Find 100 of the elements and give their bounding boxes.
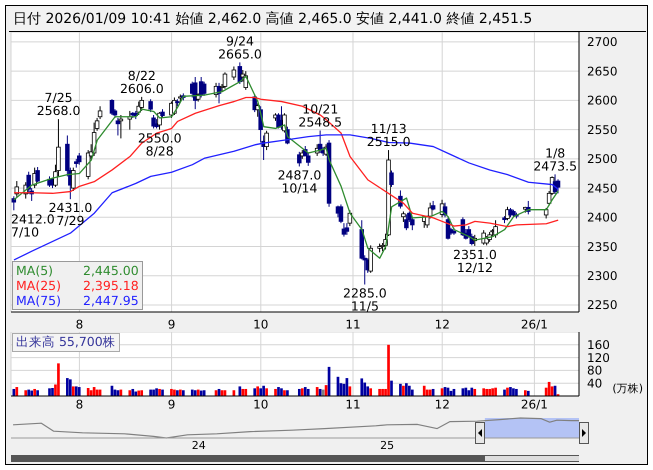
x-tick-label: 9 [168, 318, 176, 332]
bar [363, 382, 366, 396]
x-tick-label: 11 [345, 318, 361, 332]
candlestick [556, 178, 560, 194]
bar [405, 383, 408, 396]
annotation: 1/8 2473.5 [533, 145, 578, 174]
bar [440, 388, 444, 396]
candlestick [306, 152, 310, 166]
candlestick [348, 210, 352, 227]
annotation: 2,395.18 [83, 278, 139, 293]
annotation: 2285.0 11/5 [343, 286, 387, 314]
bar [346, 378, 348, 396]
candlestick [544, 207, 548, 219]
annotation: 2412.0 7/10 [11, 211, 55, 240]
candlestick [148, 98, 153, 113]
bar [506, 388, 509, 396]
y-tick-label: 160 [587, 338, 610, 352]
annotation: 2351.0 12/12 [453, 246, 497, 275]
bar [277, 387, 280, 396]
candlestick [35, 166, 40, 183]
bar [360, 378, 364, 396]
bar [214, 390, 218, 396]
bar [512, 388, 515, 396]
candlestick [71, 167, 76, 192]
text: MA(25) [16, 278, 61, 293]
candlestick [232, 66, 236, 80]
y-tick-label: 40 [587, 376, 602, 390]
candlestick [401, 210, 406, 222]
x-tick-label: 12 [434, 398, 450, 412]
x-tick-label: 25 [380, 438, 394, 452]
x-tick-label: 8 [76, 398, 84, 412]
x-tick-label: 26/1 [520, 318, 548, 332]
bar [494, 388, 497, 396]
bar [387, 344, 390, 396]
candlestick [430, 200, 436, 211]
x-tick-label: 8 [76, 318, 84, 332]
text: MA(75) [16, 293, 61, 308]
bar [158, 388, 161, 396]
bar [66, 378, 69, 396]
bar [274, 388, 277, 396]
y-tick-label: 2500 [587, 152, 618, 166]
y-tick-label: 2450 [587, 181, 618, 196]
bar [114, 390, 116, 396]
x-tick-label: 26/1 [520, 398, 548, 412]
candlestick [98, 106, 102, 120]
bar [336, 376, 340, 396]
text: MA(5) [16, 263, 54, 278]
annotation: 8/22 2606.0 [120, 68, 164, 96]
bar [509, 387, 512, 396]
bar [283, 390, 286, 396]
x-tick-label: 24 [192, 438, 206, 452]
bar [446, 388, 450, 396]
chart-title: 出来高 55,700株 [12, 333, 120, 352]
y-axis-title: (万株) [612, 381, 643, 396]
bar [57, 363, 60, 396]
x-tick-label: 9 [168, 398, 176, 412]
bar [452, 388, 456, 396]
bar [161, 390, 164, 396]
candlestick [344, 222, 350, 236]
y-tick-label: 2550 [587, 122, 618, 137]
candlestick [202, 81, 206, 96]
y-tick-label: 80 [587, 364, 602, 378]
bar [224, 390, 226, 396]
candlestick [118, 114, 124, 139]
candlestick [12, 196, 16, 211]
bar [286, 390, 289, 396]
candlestick [297, 151, 302, 167]
x-tick-label: 10 [253, 398, 268, 412]
y-tick-label: 2300 [587, 269, 618, 284]
annotation: 9/24 2665.0 [218, 33, 262, 62]
y-tick-label: 120 [587, 350, 610, 365]
x-tick-label: 11 [345, 398, 361, 412]
candlestick [151, 114, 156, 129]
bar [220, 390, 224, 396]
bar [98, 390, 102, 396]
x-tick-label: 10 [253, 318, 268, 332]
bar [328, 366, 330, 396]
bar [381, 388, 384, 396]
bar [324, 385, 328, 396]
bar [170, 388, 173, 396]
annotation: 2487.0 10/14 [278, 167, 322, 196]
y-tick-label: 2250 [587, 298, 618, 312]
annotation: 7/25 2568.0 [36, 90, 80, 118]
candlestick [139, 96, 144, 112]
bar [503, 390, 506, 396]
bar [450, 390, 452, 396]
candlestick [338, 204, 344, 224]
bar [464, 388, 468, 396]
candlestick [222, 72, 228, 90]
bar [470, 388, 474, 396]
bar [68, 379, 72, 396]
y-tick-label: 2650 [587, 64, 618, 78]
bar [110, 386, 114, 396]
y-tick-label: 2350 [587, 240, 618, 254]
y-tick-label: 2700 [587, 35, 618, 50]
candlestick [110, 98, 114, 116]
candlestick [264, 130, 269, 151]
chart-title: 日付 2026/01/09 10:41 始値 2,462.0 高値 2,465.0 安値 2,441.0 終値 2,451.5 [9, 8, 646, 32]
bar [390, 380, 393, 396]
x-tick-label: 12 [434, 318, 450, 332]
